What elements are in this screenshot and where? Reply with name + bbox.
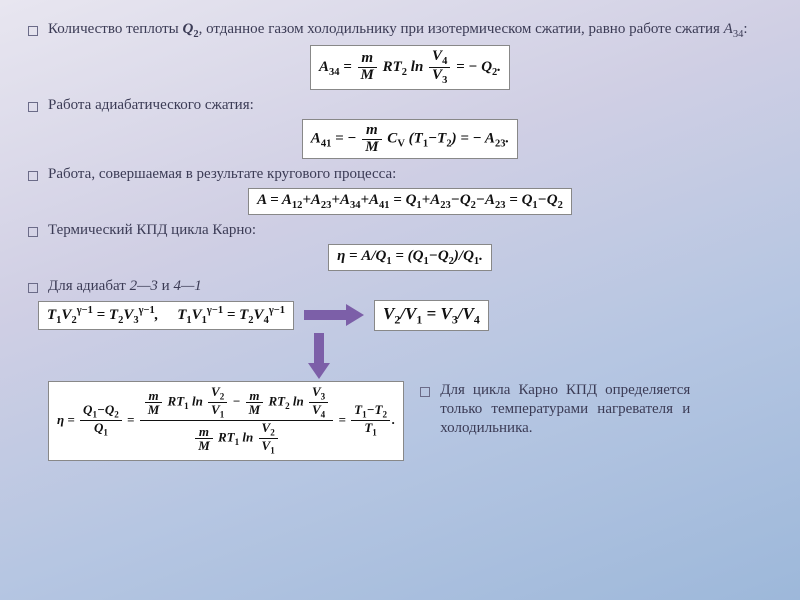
arrow-down-icon [308,333,330,379]
eq-box: η = Q1−Q2Q1 = mM RT1 ln V2V1 − mM RT2 ln… [48,381,404,461]
bullet-3: Работа, совершаемая в результате кругово… [48,165,772,184]
equation-3: A = A12+A23+A34+A41 = Q1+A23−Q2−A23 = Q1… [48,188,772,215]
eq-box: A41 = − mM CV (T1−T2) = − A23. [302,119,518,160]
text: и [158,278,174,294]
range-2: 4—1 [173,278,201,294]
eq-box: η = A/Q1 = (Q1−Q2)/Q1. [328,244,492,271]
equation-2: A41 = − mM CV (T1−T2) = − A23. [48,119,772,160]
adiabat-row: T1V2γ−1 = T2V3γ−1, T1V1γ−1 = T2V4γ−1 V2/… [38,300,772,331]
equation-5b: V2/V1 = V3/V4 [374,300,489,331]
bullet-1: Количество теплоты Q2, отданное газом хо… [48,20,772,41]
text: : [743,21,747,37]
side-bullet: Для цикла Карно КПД определяется только … [422,381,690,437]
text: Для адиабат [48,278,130,294]
range-1: 2—3 [130,278,158,294]
sym-a: A [724,21,733,37]
sym-a-sub: 34 [733,29,744,40]
slide: Количество теплоты Q2, отданное газом хо… [0,0,800,600]
bullet-4: Термический КПД цикла Карно: [48,221,772,240]
eq-box: A34 = mM RT2 ln V4V3 = − Q2. [310,45,510,90]
equation-6: η = Q1−Q2Q1 = mM RT1 ln V2V1 − mM RT2 ln… [48,381,404,461]
bullet-2: Работа адиабатического сжатия: [48,96,772,115]
text: , отданное газом холодильнику при изотер… [199,21,724,37]
sym-q: Q [183,21,194,37]
equation-5a: T1V2γ−1 = T2V3γ−1, T1V1γ−1 = T2V4γ−1 [38,301,294,330]
eq-box: A = A12+A23+A34+A41 = Q1+A23−Q2−A23 = Q1… [248,188,572,215]
equation-4: η = A/Q1 = (Q1−Q2)/Q1. [48,244,772,271]
bullet-5: Для адиабат 2—3 и 4—1 [48,277,772,296]
arrow-right-icon [304,304,364,326]
bottom-row: η = Q1−Q2Q1 = mM RT1 ln V2V1 − mM RT2 ln… [48,381,772,461]
text: Количество теплоты [48,21,183,37]
equation-1: A34 = mM RT2 ln V4V3 = − Q2. [48,45,772,90]
